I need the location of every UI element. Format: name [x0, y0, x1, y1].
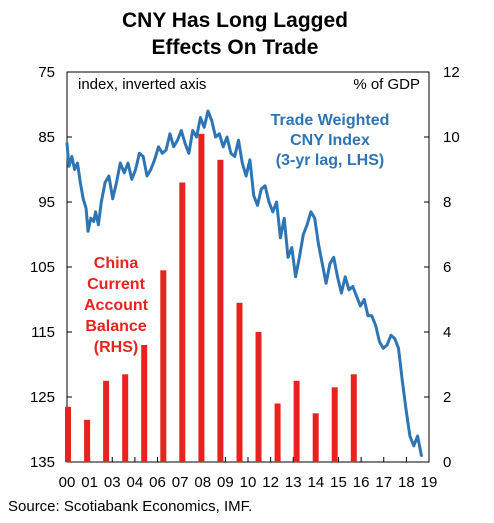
bar [122, 374, 129, 463]
left-axis-label: index, inverted axis [78, 76, 206, 93]
source-note: Source: Scotiabank Economics, IMF. [8, 498, 253, 515]
line-label-2: CNY Index [290, 132, 370, 149]
x-tick-label: 10 [240, 474, 257, 491]
bar-label-2: Current [87, 276, 145, 293]
x-tick-label: 06 [149, 474, 166, 491]
line-label-1: Trade Weighted [271, 112, 390, 129]
trade-weighted-cny-line [65, 109, 423, 457]
x-tick-label: 16 [353, 474, 370, 491]
bar [84, 419, 91, 463]
bar [141, 345, 148, 462]
x-axis-ticks: 00 01 03 04 06 07 08 09 10 12 13 14 15 16 17 18 19 [59, 457, 438, 491]
right-axis-ticks: 12 10 8 6 4 2 0 [424, 64, 460, 471]
chart-title-line-1: CNY Has Long Lagged [122, 9, 348, 32]
bar [293, 380, 300, 463]
right-tick-label: 4 [443, 324, 451, 341]
left-axis-ticks: 75 85 95 105 115 125 135 [30, 64, 72, 471]
bar [198, 133, 205, 463]
x-tick-label: 04 [127, 474, 144, 491]
right-tick-label: 6 [443, 259, 451, 276]
right-tick-label: 12 [443, 64, 460, 81]
right-tick-label: 2 [443, 389, 451, 406]
left-tick-label: 75 [38, 64, 55, 81]
bar [312, 413, 319, 463]
bar-label-3: Account [84, 297, 149, 314]
bar [103, 380, 110, 463]
right-axis-label: % of GDP [353, 76, 420, 93]
x-tick-label: 12 [262, 474, 279, 491]
bar-label-4: Balance [85, 318, 146, 335]
x-tick-label: 13 [285, 474, 302, 491]
x-tick-label: 14 [308, 474, 325, 491]
x-tick-label: 19 [421, 474, 438, 491]
bar [217, 159, 224, 463]
bar [236, 302, 243, 463]
x-tick-label: 01 [81, 474, 98, 491]
bar [65, 406, 71, 463]
left-tick-label: 115 [31, 324, 55, 341]
bar [274, 403, 281, 462]
x-tick-label: 09 [217, 474, 234, 491]
left-tick-label: 125 [30, 389, 55, 406]
left-tick-label: 105 [30, 259, 55, 276]
x-tick-label: 18 [398, 474, 415, 491]
x-tick-label: 03 [104, 474, 121, 491]
bar-series-label: China Current Account Balance (RHS) [84, 255, 149, 356]
bar-label-5: (RHS) [94, 339, 138, 356]
x-tick-label: 15 [330, 474, 347, 491]
x-tick-label: 17 [375, 474, 392, 491]
bar [331, 387, 338, 463]
left-tick-label: 135 [30, 454, 55, 471]
bar [160, 270, 167, 463]
right-tick-label: 10 [443, 129, 460, 146]
bar [350, 374, 357, 463]
bar [179, 182, 186, 462]
line-series-label: Trade Weighted CNY Index (3-yr lag, LHS) [271, 112, 390, 169]
bar-label-1: China [94, 255, 139, 272]
x-tick-label: 07 [172, 474, 189, 491]
left-tick-label: 95 [38, 194, 55, 211]
x-tick-label: 08 [194, 474, 211, 491]
chart-title-line-2: Effects On Trade [152, 36, 319, 59]
line-series [65, 109, 423, 457]
x-tick-label: 00 [59, 474, 76, 491]
left-tick-label: 85 [38, 129, 55, 146]
bar [255, 332, 262, 462]
right-tick-label: 8 [443, 194, 451, 211]
line-label-3: (3-yr lag, LHS) [276, 152, 384, 169]
bar-series [65, 133, 357, 463]
right-tick-label: 0 [443, 454, 451, 471]
